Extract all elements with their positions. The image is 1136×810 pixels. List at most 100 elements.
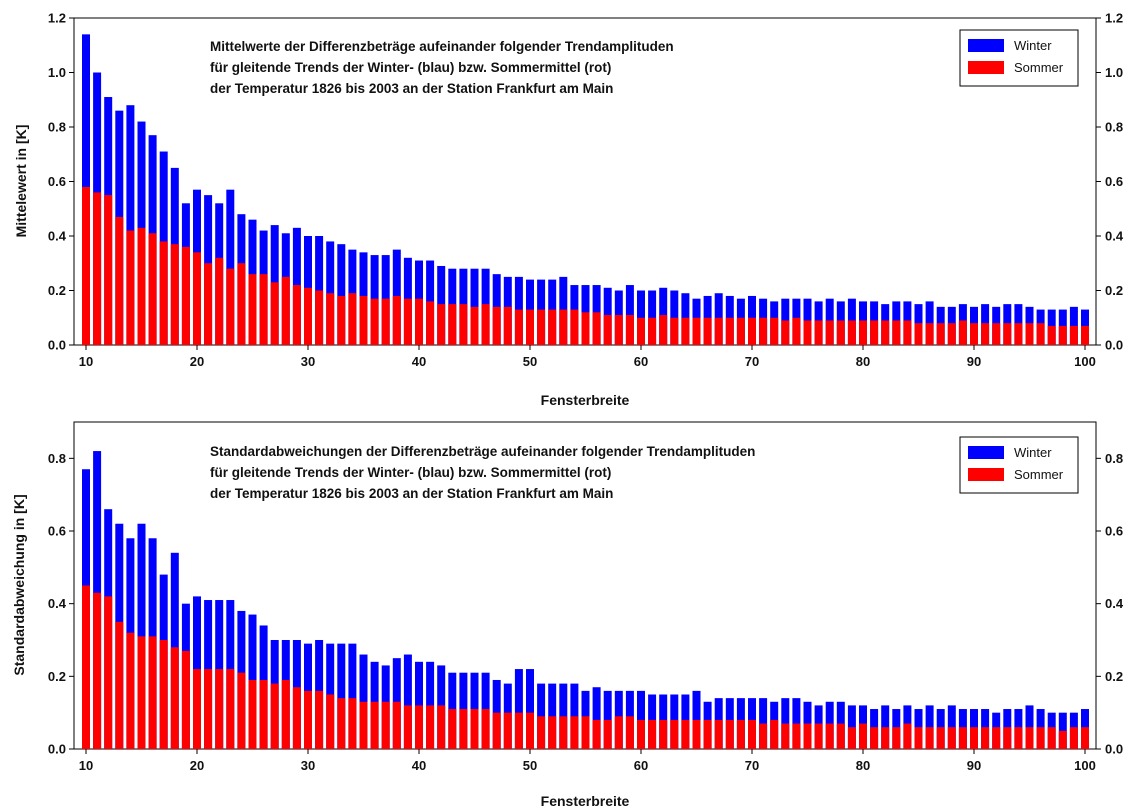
- bar-sommer: [581, 312, 590, 345]
- x-tick-label: 90: [967, 354, 981, 369]
- bar-sommer: [115, 621, 124, 749]
- bar-winter: [337, 643, 346, 749]
- bar-sommer: [115, 216, 124, 345]
- bar-sommer: [592, 719, 601, 749]
- bar-sommer: [181, 650, 190, 749]
- bar-sommer: [137, 636, 146, 749]
- bar-sommer: [148, 636, 157, 749]
- bar-sommer: [448, 304, 457, 345]
- bar-sommer: [126, 632, 135, 749]
- bar-sommer: [1058, 325, 1067, 345]
- bar-sommer: [259, 679, 268, 749]
- bar-sommer: [470, 709, 479, 749]
- bar-winter: [126, 105, 135, 345]
- bar-sommer: [947, 727, 956, 749]
- bar-sommer: [159, 640, 168, 749]
- bar-sommer: [392, 295, 401, 345]
- bar-sommer: [1081, 727, 1089, 749]
- x-tick-label: 20: [190, 758, 204, 773]
- bar-sommer: [759, 317, 768, 345]
- bar-sommer: [592, 312, 601, 345]
- chart-title-line-3: der Temperatur 1826 bis 2003 an der Stat…: [210, 81, 613, 96]
- bar-sommer: [537, 716, 546, 749]
- bar-sommer: [914, 727, 923, 749]
- bar-sommer: [903, 723, 912, 749]
- bar-sommer: [570, 716, 579, 749]
- bar-sommer: [681, 317, 690, 345]
- bar-sommer: [759, 723, 768, 749]
- bar-winter: [403, 654, 412, 749]
- y-tick-label-right: 0.2: [1105, 283, 1123, 298]
- bar-sommer: [492, 712, 501, 749]
- bars-group: [82, 451, 1089, 749]
- y-tick-label-right: 0.2: [1105, 669, 1123, 684]
- bar-sommer: [481, 304, 490, 345]
- bar-sommer: [625, 315, 634, 345]
- bar-sommer: [204, 263, 213, 345]
- bar-sommer: [448, 709, 457, 749]
- bar-sommer: [781, 320, 790, 345]
- bar-sommer: [847, 727, 856, 749]
- bar-sommer: [181, 246, 190, 345]
- bar-sommer: [1058, 730, 1067, 749]
- y-tick-label: 0.4: [48, 596, 67, 611]
- x-tick-label: 60: [634, 354, 648, 369]
- bar-sommer: [692, 317, 701, 345]
- y-tick-label: 1.0: [48, 65, 66, 80]
- bar-sommer: [947, 323, 956, 345]
- bar-sommer: [304, 690, 312, 749]
- bar-sommer: [847, 320, 856, 345]
- y-tick-label: 0.8: [48, 120, 66, 135]
- bar-sommer: [415, 298, 423, 345]
- bar-sommer: [426, 705, 435, 749]
- x-tick-label: 80: [856, 354, 870, 369]
- bar-sommer: [659, 719, 668, 749]
- bar-sommer: [981, 323, 990, 345]
- bar-sommer: [825, 723, 834, 749]
- bar-sommer: [692, 719, 701, 749]
- chart-title-line-1: Mittelwerte der Differenzbeträge aufeina…: [210, 39, 674, 54]
- bar-sommer: [958, 320, 967, 345]
- bar-sommer: [370, 701, 379, 749]
- bar-sommer: [470, 306, 479, 345]
- bar-sommer: [1036, 727, 1045, 749]
- bar-sommer: [703, 719, 712, 749]
- y-tick-label-right: 0.4: [1105, 229, 1124, 244]
- bar-sommer: [748, 317, 756, 345]
- bar-sommer: [426, 301, 435, 345]
- y-axis-ticks: 0.0 0.0 0.2 0.2 0.4 0.4 0.6 0.6 0.8 0.8 1.0 1.0 1.2 1…: [48, 11, 1124, 353]
- bar-sommer: [648, 317, 657, 345]
- bar-sommer: [126, 230, 135, 345]
- bar-sommer: [981, 727, 990, 749]
- bar-sommer: [514, 712, 523, 749]
- bar-sommer: [159, 241, 168, 345]
- y-tick-label-right: 0.8: [1105, 451, 1123, 466]
- bar-sommer: [415, 705, 423, 749]
- bar-sommer: [1014, 323, 1023, 345]
- x-tick-label: 10: [79, 758, 93, 773]
- bar-winter: [226, 189, 235, 345]
- bar-sommer: [82, 186, 90, 345]
- bar-sommer: [248, 679, 257, 749]
- legend-label-winter: Winter: [1014, 445, 1052, 460]
- bar-sommer: [226, 669, 235, 749]
- bar-sommer: [992, 323, 1001, 345]
- bar-sommer: [93, 192, 102, 345]
- legend-swatch-winter: [968, 39, 1004, 52]
- bar-sommer: [326, 293, 335, 345]
- bar-sommer: [1003, 323, 1012, 345]
- bar-sommer: [526, 309, 534, 345]
- bar-sommer: [204, 669, 213, 749]
- bar-sommer: [559, 716, 568, 749]
- y-tick-label-right: 0.0: [1105, 338, 1123, 353]
- bar-sommer: [925, 323, 934, 345]
- bar-sommer: [248, 274, 257, 345]
- bar-sommer: [481, 709, 490, 749]
- x-tick-label: 50: [523, 354, 537, 369]
- bar-sommer: [825, 320, 834, 345]
- x-tick-label: 70: [745, 758, 759, 773]
- x-tick-label: 100: [1074, 758, 1096, 773]
- y-axis-ticks: 0.0 0.0 0.2 0.2 0.4 0.4 0.6 0.6 0.8 0.8: [48, 451, 1124, 757]
- bar-sommer: [958, 727, 967, 749]
